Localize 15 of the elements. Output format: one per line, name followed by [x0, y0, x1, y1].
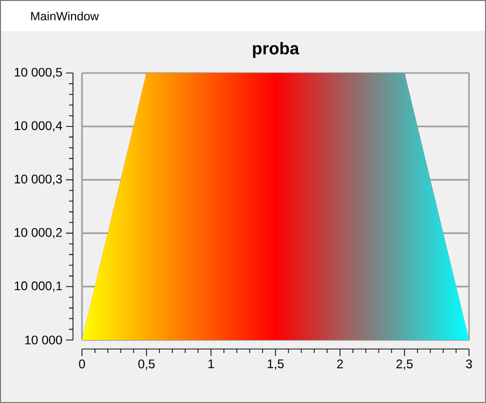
x-tick-label: 0	[79, 359, 85, 368]
y-tick-label: 10 000,1	[14, 281, 62, 292]
x-tick-label: 0,5	[138, 359, 155, 370]
x-tick-label: 3	[466, 359, 472, 368]
y-tick-label: 10 000,2	[14, 228, 62, 238]
y-tick-label: 10 000,3	[14, 174, 62, 185]
y-tick-label: 10 000,4	[14, 121, 62, 132]
chart-title: proba	[253, 42, 300, 58]
x-tick-label: 2,5	[396, 359, 413, 370]
text: MainWindow	[31, 12, 99, 20]
y-tick-label: 10 000,5	[14, 68, 62, 78]
y-tick-label: 10 000	[25, 336, 62, 344]
x-tick-label: 2	[337, 359, 343, 368]
x-tick-label: 1	[208, 360, 214, 368]
x-tick-label: 1,5	[268, 360, 284, 370]
